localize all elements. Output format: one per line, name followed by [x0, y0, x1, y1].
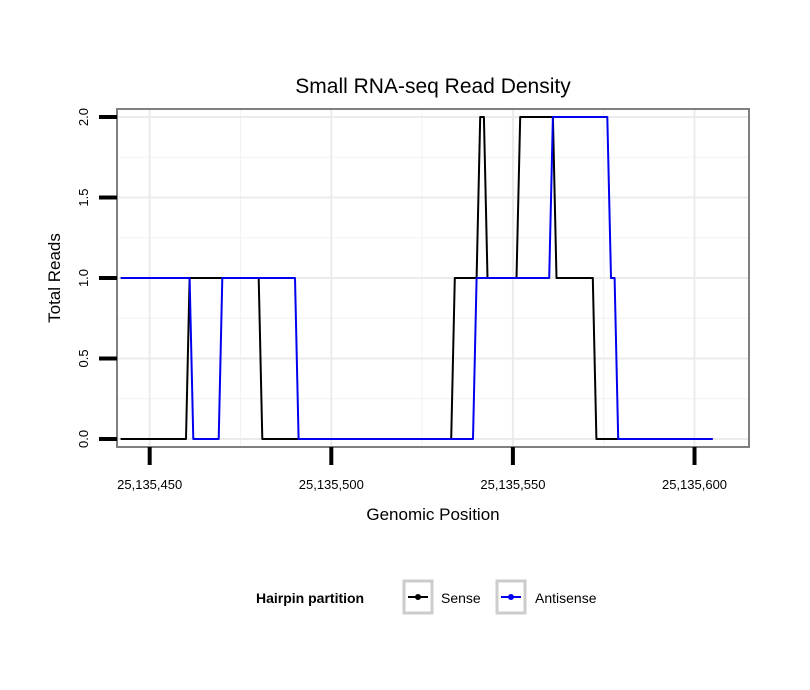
legend: Hairpin partition Sense Antisense: [256, 579, 597, 615]
legend-label-antisense: Antisense: [535, 590, 597, 606]
y-tick-label: 0.5: [76, 349, 91, 367]
series-line-antisense: [120, 116, 713, 440]
legend-key-antisense-point: [508, 594, 514, 600]
chart-title: Small RNA-seq Read Density: [295, 75, 571, 98]
y-tick-label: 1.5: [76, 188, 91, 206]
legend-key-antisense: [495, 579, 527, 615]
y-tick-label: 1.0: [76, 269, 91, 287]
x-tick-label: 25,135,500: [299, 477, 364, 492]
x-tick-label: 25,135,600: [662, 477, 727, 492]
y-tick-label: 2.0: [76, 108, 91, 126]
y-axis-ticks: 0.0 0.5 1.0 1.5 2.0: [76, 108, 117, 448]
x-axis-ticks: 25,135,450 25,135,500 25,135,550 25,135,600: [117, 447, 727, 492]
y-axis-label: Total Reads: [45, 233, 64, 323]
y-tick-label: 0.0: [76, 430, 91, 448]
legend-title: Hairpin partition: [256, 590, 364, 606]
x-axis-label: Genomic Position: [366, 505, 499, 524]
legend-key-sense-point: [415, 594, 421, 600]
series-line-sense: [120, 116, 713, 440]
legend-label-sense: Sense: [441, 590, 481, 606]
x-tick-label: 25,135,450: [117, 477, 182, 492]
series-layer: [120, 116, 713, 440]
x-tick-label: 25,135,550: [480, 477, 545, 492]
